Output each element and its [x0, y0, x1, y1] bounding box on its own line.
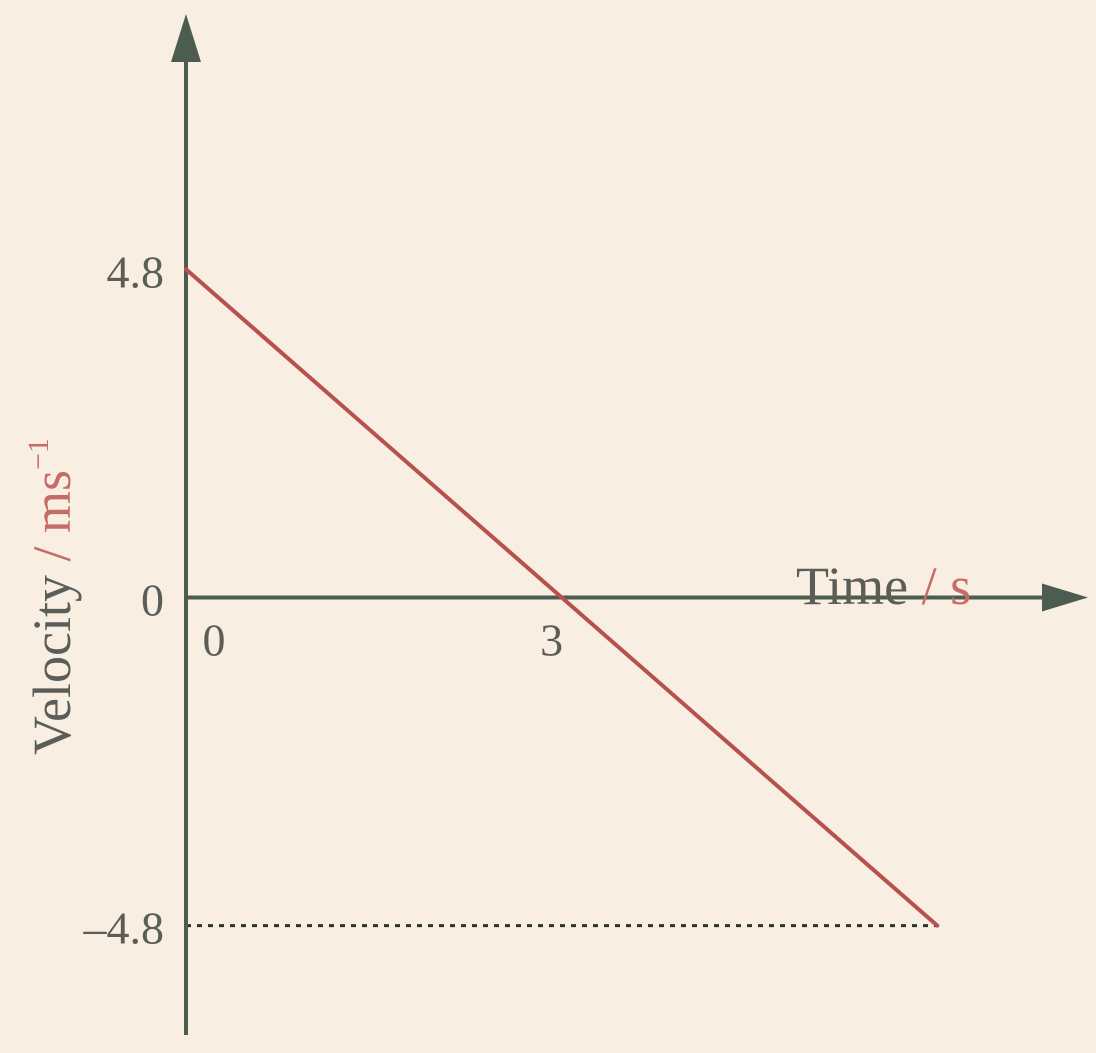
y-axis-label: Velocity / ms−1 [22, 438, 82, 755]
y-axis-label-separator: / [22, 533, 82, 575]
y-axis-label-text: Velocity [22, 575, 82, 755]
y-tick-label: 0 [141, 574, 164, 625]
y-axis-arrowhead [171, 14, 201, 62]
y-axis-label-unit-exponent: −1 [22, 438, 55, 470]
x-axis-label-text: Time [796, 556, 908, 616]
x-axis-label: Time / s [796, 556, 971, 616]
x-tick-label: 0 [203, 614, 226, 665]
axes-layer [171, 14, 1088, 1035]
x-axis-arrowhead [1042, 583, 1088, 612]
y-tick-label: –4.8 [83, 903, 165, 954]
tick-labels-layer: 4.8 0 –4.8 0 3 [83, 246, 564, 953]
velocity-series-line [184, 267, 940, 928]
x-tick-label: 3 [540, 614, 563, 665]
y-axis-label-unit: ms [22, 470, 82, 533]
x-axis-label-separator: / [908, 556, 950, 616]
series-layer [184, 267, 940, 928]
x-axis-label-unit: s [950, 556, 971, 616]
y-tick-label: 4.8 [107, 246, 165, 297]
